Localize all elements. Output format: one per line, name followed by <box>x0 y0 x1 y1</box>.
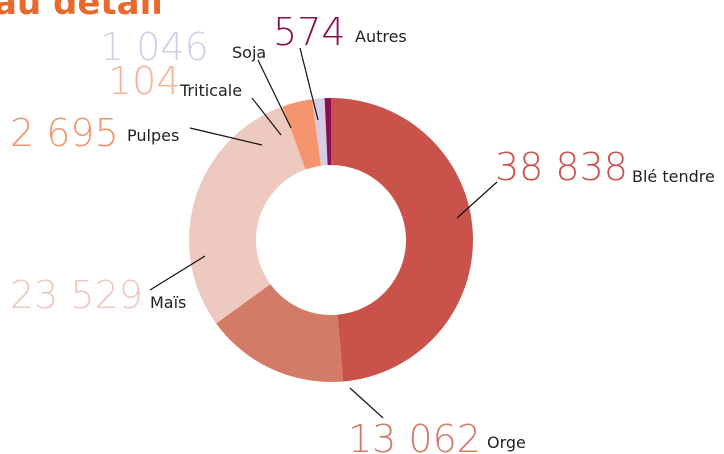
leader-line <box>149 255 206 291</box>
category-label: Pulpes <box>127 126 179 145</box>
leader-line <box>456 181 498 219</box>
leader-line <box>349 387 384 419</box>
value-label: 1 046 <box>100 25 209 69</box>
value-label: 2 695 <box>10 111 119 155</box>
value-label: 13 062 <box>348 417 481 454</box>
donut-slice <box>324 98 331 166</box>
leader-line <box>189 127 263 146</box>
category-label: Autres <box>355 27 407 46</box>
leader-line <box>299 47 319 121</box>
value-label: 23 529 <box>10 273 143 317</box>
category-label: Soja <box>232 43 266 62</box>
donut-slice <box>311 99 322 166</box>
category-label: Blé tendre <box>632 167 715 186</box>
chart-title: au détail <box>0 0 163 23</box>
category-label: Orge <box>487 433 526 452</box>
category-label: Triticale <box>179 81 242 100</box>
value-label: 38 838 <box>495 145 628 189</box>
category-label: Maïs <box>150 293 186 312</box>
value-label: 104 <box>108 59 181 103</box>
leader-line <box>251 97 282 136</box>
donut-slice <box>331 98 473 382</box>
leader-line <box>257 59 292 129</box>
donut-slice <box>282 99 321 170</box>
value-label: 574 <box>273 10 346 54</box>
donut-slice <box>216 284 344 382</box>
donut-slice <box>189 106 306 324</box>
